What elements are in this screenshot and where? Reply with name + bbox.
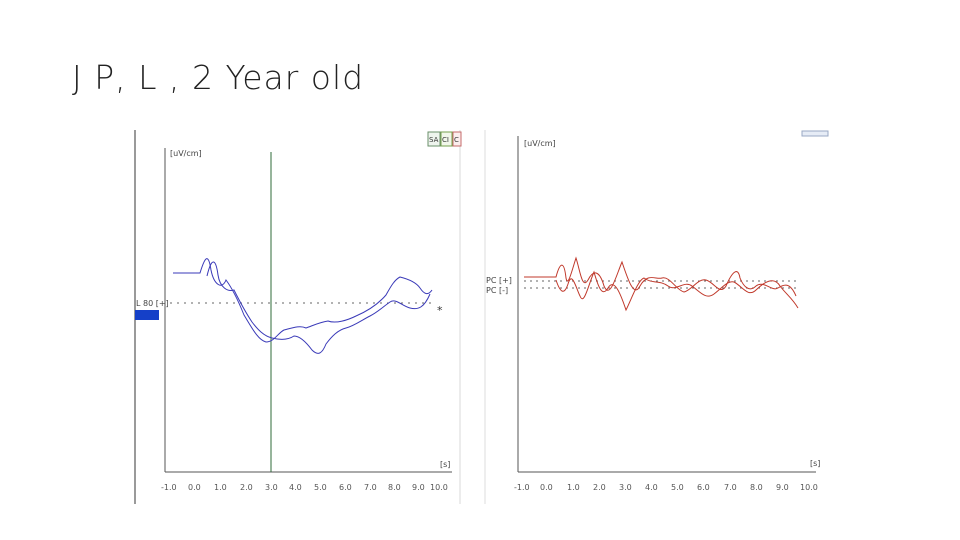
left-graph-panel: SA CI C [uV/cm] [s] L 80 [+] * -1.0 0.0 … [134,130,462,504]
right-x-tick-label: 10.0 [800,483,818,492]
right-x-tick-label: 7.0 [724,483,737,492]
left-x-tick-label: 5.0 [314,483,327,492]
left-selection-highlight[interactable] [135,310,159,320]
left-x-tick-label: 1.0 [214,483,227,492]
left-graph-canvas: SA CI C [uV/cm] [s] L 80 [+] * -1.0 0.0 … [134,130,462,504]
right-side-label-minus: PC [-] [486,286,508,295]
right-x-tick-label: -1.0 [514,483,530,492]
left-x-tick-label: 2.0 [240,483,253,492]
left-x-tick-label: 3.0 [265,483,278,492]
left-trace-2 [206,261,431,354]
right-x-tick-label: 6.0 [697,483,710,492]
right-x-tick-label: 4.0 [645,483,658,492]
right-x-tick-label: 1.0 [567,483,580,492]
left-toolbar: SA CI C [427,131,462,147]
right-corner-button[interactable] [801,130,829,137]
toolbar-button-c-label: C [454,136,459,144]
left-x-unit: [s] [440,460,450,469]
toolbar-button-sa[interactable] [427,131,441,147]
left-x-tick-label: -1.0 [161,483,177,492]
left-x-ticks: -1.0 0.0 1.0 2.0 3.0 4.0 5.0 6.0 7.0 8.0… [161,483,448,492]
left-trace-1 [173,258,433,343]
right-x-tick-label: 3.0 [619,483,632,492]
left-marker: * [437,304,443,317]
left-x-tick-label: 8.0 [388,483,401,492]
left-x-tick-label: 0.0 [188,483,201,492]
right-trace-2 [555,270,799,312]
left-x-tick-label: 9.0 [412,483,425,492]
right-graph-panel: [uV/cm] [s] PC [+] PC [-] -1.0 0.0 1.0 2… [484,130,830,504]
right-trace-1 [524,256,797,297]
left-y-unit: [uV/cm] [170,149,202,158]
right-x-tick-label: 0.0 [540,483,553,492]
toolbar-button-sa-label: SA [429,136,439,144]
left-side-label: L 80 [+] [136,299,169,308]
toolbar-button-ci-label: CI [442,136,449,144]
right-x-tick-label: 2.0 [593,483,606,492]
slide-title: J P, L , 2 Year old [72,58,365,97]
left-x-tick-label: 7.0 [364,483,377,492]
right-side-label-plus: PC [+] [486,276,512,285]
right-x-ticks: -1.0 0.0 1.0 2.0 3.0 4.0 5.0 6.0 7.0 8.0… [514,483,818,492]
right-x-tick-label: 9.0 [776,483,789,492]
right-graph-canvas: [uV/cm] [s] PC [+] PC [-] -1.0 0.0 1.0 2… [484,130,829,504]
left-x-tick-label: 6.0 [339,483,352,492]
right-x-tick-label: 5.0 [671,483,684,492]
left-x-tick-label: 4.0 [289,483,302,492]
toolbar-button-ci[interactable] [440,131,453,147]
right-x-tick-label: 8.0 [750,483,763,492]
right-x-unit: [s] [810,459,820,468]
toolbar-button-c[interactable] [452,131,462,147]
right-y-unit: [uV/cm] [524,139,556,148]
left-x-tick-label: 10.0 [430,483,448,492]
